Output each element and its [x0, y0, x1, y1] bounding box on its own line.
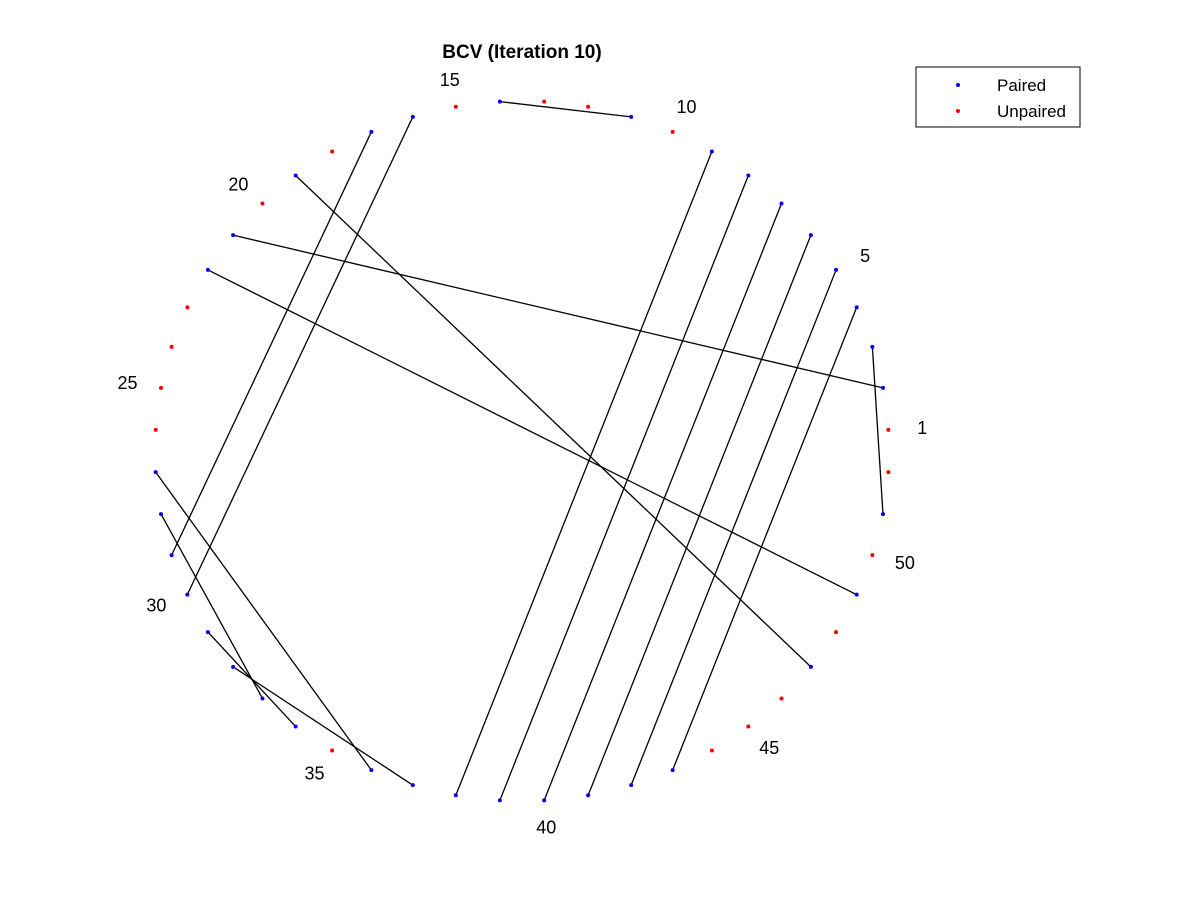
paired-point-31 — [205, 630, 210, 635]
unpaired-point-44 — [709, 748, 714, 753]
unpaired-point-26 — [153, 427, 158, 432]
paired-point-28 — [159, 512, 164, 517]
paired-point-3 — [870, 344, 875, 349]
index-label-5: 5 — [860, 246, 870, 266]
unpaired-point-50 — [870, 553, 875, 558]
unpaired-point-20 — [260, 201, 265, 206]
index-label-20: 20 — [228, 174, 248, 194]
pair-chord-32-37 — [232, 666, 414, 786]
unpaired-point-25 — [159, 385, 164, 390]
unpaired-point-52 — [886, 470, 891, 475]
unpaired-point-12 — [586, 104, 591, 109]
legend: Paired Unpaired — [915, 66, 1081, 128]
paired-point-29 — [169, 553, 174, 558]
paired-point-32 — [231, 664, 236, 669]
pair-chord-5-42 — [630, 269, 837, 786]
pair-chord-11-14 — [499, 100, 632, 118]
paired-point-51 — [880, 512, 885, 517]
unpaired-point-13 — [542, 99, 547, 104]
unpaired-point-45 — [746, 724, 751, 729]
paired-point-14 — [497, 99, 502, 104]
pair-chord-7-40 — [543, 203, 783, 801]
pair-chord-27-36 — [155, 471, 372, 771]
pair-chord-17-29 — [171, 131, 372, 556]
legend-marker-paired — [956, 83, 960, 87]
index-label-40: 40 — [536, 817, 556, 837]
paired-point-39 — [497, 798, 502, 803]
paired-point-5 — [834, 267, 839, 272]
index-label-35: 35 — [305, 764, 325, 784]
paired-point-36 — [369, 768, 374, 773]
paired-point-21 — [231, 233, 236, 238]
unpaired-point-18 — [330, 149, 335, 154]
unpaired-point-48 — [834, 630, 839, 635]
paired-point-4 — [854, 305, 859, 310]
unpaired-point-23 — [185, 305, 190, 310]
pair-chord-16-30 — [186, 116, 414, 595]
paired-point-30 — [185, 592, 190, 597]
paired-point-19 — [293, 173, 298, 178]
unpaired-point-15 — [453, 104, 458, 109]
index-label-45: 45 — [759, 738, 779, 758]
legend-box — [915, 66, 1081, 128]
unpaired-point-10 — [670, 129, 675, 134]
pair-chord-2-21 — [232, 234, 884, 389]
unpaired-point-1 — [886, 427, 891, 432]
unpaired-point-46 — [779, 696, 784, 701]
pair-chord-22-49 — [207, 269, 857, 596]
paired-point-41 — [586, 793, 591, 798]
paired-point-33 — [260, 696, 265, 701]
index-label-30: 30 — [146, 596, 166, 616]
paired-point-27 — [153, 470, 158, 475]
index-label-10: 10 — [677, 97, 697, 117]
paired-point-9 — [709, 149, 714, 154]
paired-point-8 — [746, 173, 751, 178]
paired-point-47 — [808, 664, 813, 669]
index-label-50: 50 — [895, 553, 915, 573]
pair-chord-9-38 — [455, 151, 713, 796]
paired-point-49 — [854, 592, 859, 597]
chart-title: BCV (Iteration 10) — [442, 42, 601, 63]
pair-chord-3-51 — [871, 346, 884, 515]
pair-chord-28-33 — [160, 513, 264, 699]
unpaired-point-35 — [330, 748, 335, 753]
paired-point-7 — [779, 201, 784, 206]
index-label-1: 1 — [917, 418, 927, 438]
paired-point-42 — [629, 783, 634, 788]
paired-point-40 — [542, 798, 547, 803]
paired-point-16 — [410, 114, 415, 119]
paired-point-17 — [369, 129, 374, 134]
paired-point-6 — [808, 233, 813, 238]
paired-point-2 — [880, 385, 885, 390]
paired-point-43 — [670, 768, 675, 773]
paired-point-37 — [410, 783, 415, 788]
legend-label-paired: Paired — [997, 76, 1046, 95]
point-layer — [153, 99, 891, 803]
paired-point-11 — [629, 114, 634, 119]
unpaired-point-24 — [169, 344, 174, 349]
index-label-15: 15 — [440, 70, 460, 90]
paired-point-34 — [293, 724, 298, 729]
legend-marker-unpaired — [956, 109, 960, 113]
paired-point-38 — [453, 793, 458, 798]
index-label-25: 25 — [118, 373, 138, 393]
pair-chord-4-43 — [672, 307, 858, 771]
legend-label-unpaired: Unpaired — [997, 102, 1066, 121]
paired-point-22 — [205, 267, 210, 272]
chord-layer — [155, 100, 884, 801]
pair-chord-19-47 — [295, 175, 812, 668]
pair-chord-6-41 — [587, 234, 812, 796]
